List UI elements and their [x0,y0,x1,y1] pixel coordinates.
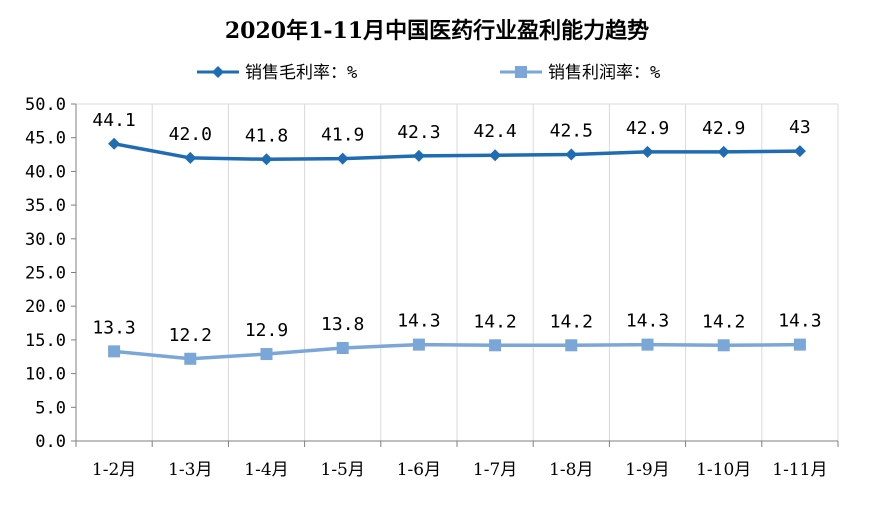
data-label: 14.3 [778,311,821,332]
y-tick-label: 0.0 [35,432,66,452]
x-tick-label: 1-5月 [321,460,365,480]
y-tick-label: 50.0 [25,95,66,115]
data-point [489,149,502,162]
legend-diamond-marker [212,66,224,78]
y-tick-label: 45.0 [25,129,66,149]
data-point [565,339,578,352]
y-axis-ticks: 0.0 5.0 10.0 15.0 20.0 25.0 30.0 35.0 40.0 45.0 50… [25,95,76,452]
data-label: 41.9 [321,125,364,146]
x-tick-label: 1-8月 [549,460,593,480]
data-label: 42.9 [702,118,745,139]
data-point [641,338,654,351]
series-group [108,137,806,365]
data-label: 42.5 [550,121,593,142]
data-point [184,151,197,164]
data-point [717,145,730,158]
data-point [336,341,349,354]
data-point [260,153,273,166]
data-label: 13.8 [321,314,364,335]
data-point [565,148,578,161]
legend-item-1: 销售毛利率：% [197,63,357,83]
x-tick-label: 1-2月 [92,460,136,480]
y-tick-label: 40.0 [25,162,66,182]
x-tick-label: 1-4月 [244,460,288,480]
data-label: 14.2 [550,311,593,332]
x-tick-label: 1-11月 [772,460,827,480]
data-label: 42.0 [169,124,212,145]
data-point [793,145,806,158]
y-tick-label: 15.0 [25,331,66,351]
y-tick-label: 25.0 [25,264,66,284]
data-label: 12.9 [245,320,288,341]
x-tick-label: 1-6月 [397,460,441,480]
x-tick-label: 1-9月 [625,460,669,480]
data-point [108,137,121,150]
chart-title: 2020年1-11月中国医药行业盈利能力趋势 [225,18,649,44]
x-tick-label: 1-10月 [696,460,751,480]
x-tick-label: 1-3月 [168,460,212,480]
data-point [184,352,197,365]
y-tick-label: 5.0 [35,398,66,418]
data-point [108,345,121,358]
x-axis-ticks: 1-2月 1-3月 1-4月 1-5月 1-6月 1-7月 1-8月 1-9月 1-10月 1-1… [92,460,828,480]
data-point [260,348,273,361]
data-label: 12.2 [169,325,212,346]
data-label: 41.8 [245,125,288,146]
y-tick-label: 10.0 [25,365,66,385]
data-label: 43 [789,117,811,138]
data-label: 42.4 [473,121,516,142]
legend-square-marker [515,66,527,78]
series-line [113,142,800,162]
legend-label: 销售利润率：% [548,63,660,83]
data-label: 42.3 [397,122,440,143]
data-point [489,339,502,352]
data-point [717,339,730,352]
data-label: 14.3 [397,311,440,332]
data-label: 14.3 [626,311,669,332]
data-point [641,145,654,158]
data-label: 42.9 [626,118,669,139]
x-tick-label: 1-7月 [473,460,517,480]
data-label: 44.1 [92,110,135,131]
data-labels-group: 44.1 42.0 41.8 41.9 42.3 42.4 42.5 42.9 42.9 43 13… [92,110,821,346]
data-label: 14.2 [702,311,745,332]
legend-label: 销售毛利率：% [245,63,357,83]
data-point [336,152,349,165]
series-1 [108,137,806,166]
y-tick-label: 20.0 [25,297,66,317]
data-point [412,338,425,351]
data-point [793,338,806,351]
data-point [412,149,425,162]
series-2 [108,338,806,365]
y-tick-label: 30.0 [25,230,66,250]
data-label: 14.2 [473,311,516,332]
data-label: 13.3 [92,317,135,338]
legend: 销售毛利率：% 销售利润率：% [197,63,660,83]
series-line [113,342,800,361]
y-tick-label: 35.0 [25,196,66,216]
legend-item-2: 销售利润率：% [500,63,660,83]
